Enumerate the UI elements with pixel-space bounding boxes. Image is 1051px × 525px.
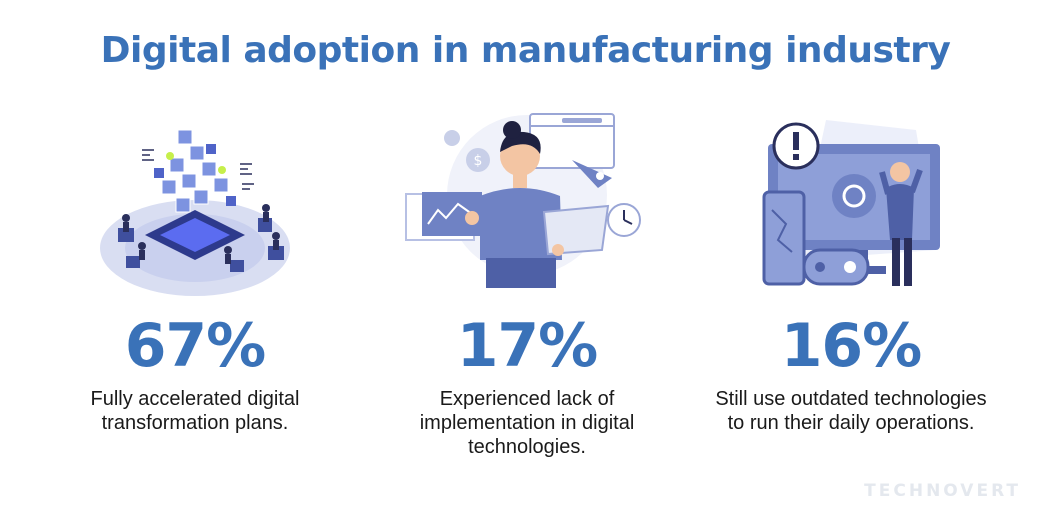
stat-card-1: 67% Fully accelerated digital transforma…	[30, 100, 360, 435]
svg-text:$: $	[474, 153, 483, 169]
stat-card-3: 16% Still use outdated technologies to r…	[686, 100, 1016, 435]
stat-value: 17%	[456, 311, 599, 381]
digital-cubes-illustration-icon	[30, 100, 360, 305]
stat-value: 67%	[124, 311, 267, 381]
stat-description: Fully accelerated digital transformation…	[90, 388, 300, 434]
stat-value: 16%	[780, 311, 923, 381]
stat-card-2: $ 17% Experienced lack of implementation…	[362, 100, 692, 459]
page-title: Digital adoption in manufacturing indust…	[100, 30, 951, 71]
outdated-tech-illustration-icon	[686, 100, 1016, 305]
analyst-illustration-icon: $	[362, 100, 692, 305]
stat-description: Still use outdated technologies to run t…	[715, 388, 987, 434]
stat-description: Experienced lack of implementation in di…	[419, 388, 635, 458]
technovert-logo: TECHNOVERT	[864, 481, 1021, 501]
